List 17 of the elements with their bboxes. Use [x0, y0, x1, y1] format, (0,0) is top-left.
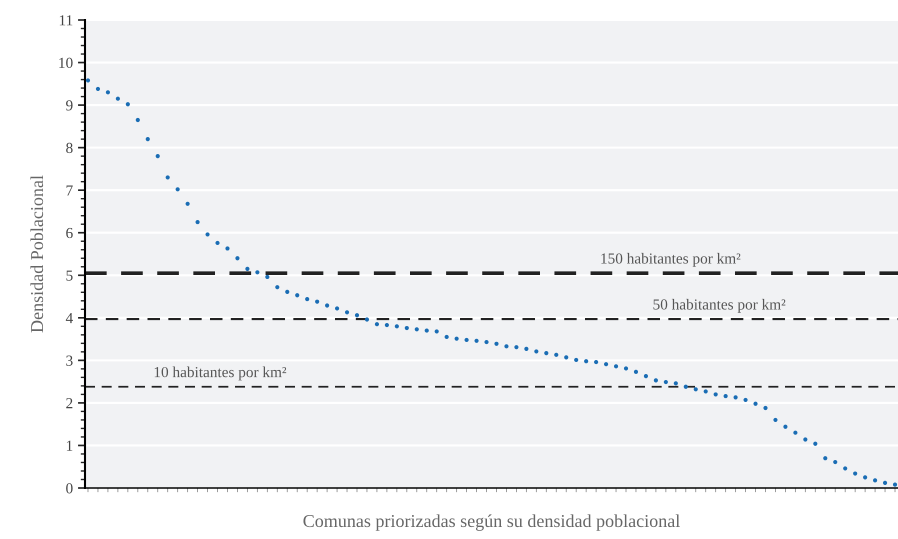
y-tick-label: 4 — [66, 313, 73, 324]
ref-line-label: 150 habitantes por km² — [601, 252, 740, 267]
y-tick-label: 9 — [66, 100, 73, 111]
y-tick-label: 10 — [59, 58, 73, 68]
y-tick-label: 6 — [66, 228, 73, 238]
y-tick-label: 3 — [66, 356, 73, 366]
y-tick-label: 11 — [60, 15, 72, 26]
ref-line-label: 10 habitantes por km² — [154, 366, 286, 380]
y-tick-label: 2 — [66, 398, 72, 408]
y-tick-label: 7 — [66, 185, 73, 196]
y-tick-label: 0 — [66, 483, 73, 494]
y-tick-label: 8 — [66, 142, 73, 154]
x-axis-title: Comunas priorizadas según su densidad poblacional — [303, 514, 680, 531]
ref-line-label: 50 habitantes por km² — [653, 298, 786, 313]
y-tick-label: 1 — [66, 440, 72, 451]
y-axis-title: Densidad Poblacional — [30, 175, 44, 332]
y-tick-label: 5 — [66, 270, 73, 281]
